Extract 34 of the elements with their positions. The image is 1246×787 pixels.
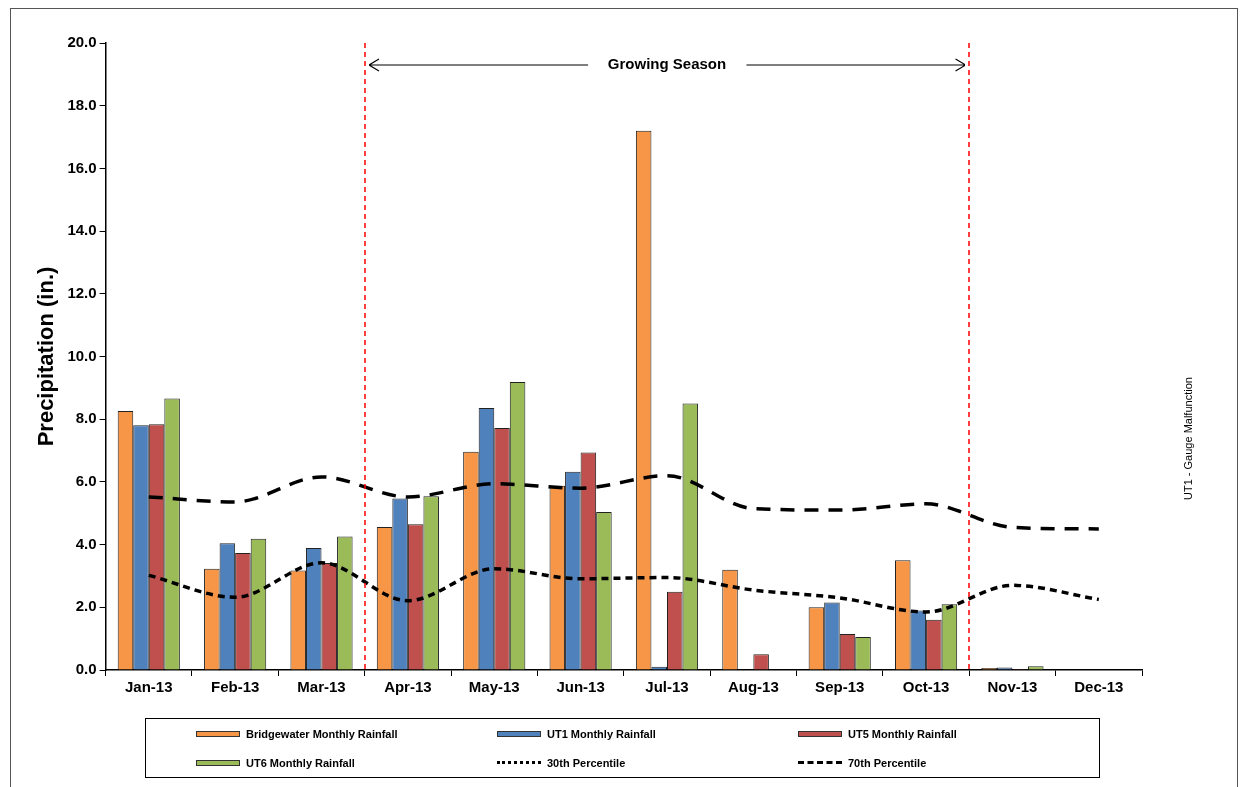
x-tick-label: Dec-13 bbox=[1074, 678, 1124, 696]
legend-label: UT1 Monthly Rainfall bbox=[547, 727, 656, 740]
y-tick-label: 14.0 bbox=[67, 221, 97, 239]
y-tick-label: 2.0 bbox=[75, 597, 97, 615]
y-tick-label: 10.0 bbox=[67, 346, 97, 364]
y-tick-label: 20.0 bbox=[67, 33, 97, 51]
y-tick-label: 4.0 bbox=[75, 534, 97, 552]
x-tick-label: Nov-13 bbox=[987, 678, 1038, 696]
text: UT1 - Gauge Malfunction bbox=[1182, 377, 1194, 500]
annotation: Growing Season bbox=[607, 55, 727, 73]
x-tick-label: Feb-13 bbox=[210, 678, 260, 696]
x-tick-label: Apr-13 bbox=[384, 678, 432, 696]
y-tick-label: 12.0 bbox=[67, 283, 97, 301]
x-tick-label: Jun-13 bbox=[556, 678, 605, 696]
legend-label: 70th Percentile bbox=[848, 756, 927, 769]
x-tick-label: Jan-13 bbox=[125, 678, 173, 696]
legend-label: UT5 Monthly Rainfall bbox=[848, 727, 957, 740]
legend-label: Bridgewater Monthly Rainfall bbox=[246, 727, 398, 740]
x-tick-label: Aug-13 bbox=[727, 678, 779, 696]
y-tick-label: 6.0 bbox=[75, 472, 97, 490]
x-tick-label: Mar-13 bbox=[297, 678, 346, 696]
y-tick-label: 16.0 bbox=[67, 158, 97, 176]
y-tick-label: 8.0 bbox=[75, 409, 97, 427]
y-tick-label: 0.0 bbox=[75, 660, 97, 678]
x-tick-label: May-13 bbox=[468, 678, 520, 696]
x-tick-label: Oct-13 bbox=[902, 678, 950, 696]
y-axis-title: Precipitation (in.) bbox=[33, 266, 59, 447]
x-tick-label: Jul-13 bbox=[645, 678, 689, 696]
legend-label: UT6 Monthly Rainfall bbox=[246, 756, 355, 769]
x-tick-label: Sep-13 bbox=[815, 678, 865, 696]
line-series bbox=[147, 473, 1101, 531]
y-tick-label: 18.0 bbox=[67, 95, 97, 113]
line-series bbox=[147, 561, 1101, 614]
legend-label: 30th Percentile bbox=[547, 756, 626, 769]
